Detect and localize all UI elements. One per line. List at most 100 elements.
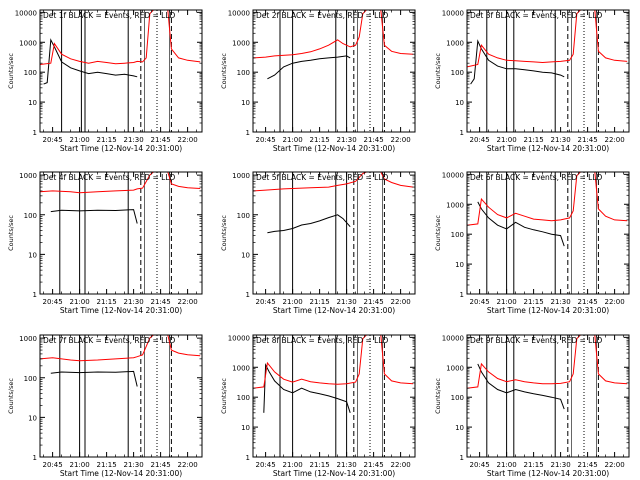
x-tick-label: 20:45 <box>43 136 63 144</box>
panel-det-2: 1 10 100 1000 10000 20:45 21:00 21:15 21:30 21:45… <box>220 9 416 153</box>
x-tick-label: 21:45 <box>578 136 598 144</box>
panel-det-3: 1 10 100 1000 10000 20:45 21:00 21:15 21:30 21:45… <box>434 9 630 153</box>
y-tick-label: 10000 <box>15 9 37 17</box>
x-tick-label: 20:45 <box>43 461 63 469</box>
x-tick-label: 22:00 <box>605 298 625 306</box>
series-events-line <box>43 38 138 85</box>
panel-title: Det 9f BLACK = Events, RED = LLD <box>470 336 603 345</box>
x-tick-label: 21:30 <box>551 298 571 306</box>
series-lld-line <box>252 334 414 389</box>
x-tick-label: 21:45 <box>151 461 171 469</box>
x-tick-label: 21:30 <box>124 461 144 469</box>
panel-title: Det 1f BLACK = Events, RED = LLD <box>43 11 176 20</box>
x-tick-label: 22:00 <box>178 298 198 306</box>
x-tick-label: 21:00 <box>497 298 517 306</box>
y-tick-label: 10 <box>455 99 464 107</box>
panel-title: Det 4f BLACK = Events, RED = LLD <box>43 173 176 182</box>
x-tick-label: 21:30 <box>337 461 357 469</box>
series-lld-line <box>39 171 201 194</box>
axes-frame <box>466 171 630 295</box>
y-tick-label: 1000 <box>19 39 37 47</box>
y-tick-label: 1000 <box>232 39 250 47</box>
axes-frame <box>252 171 416 295</box>
series-lld-line <box>466 171 628 226</box>
x-axis-label: Start Time (12-Nov-14 20:31:00) <box>273 144 395 153</box>
y-tick-label: 1 <box>246 129 250 137</box>
x-tick-label: 22:00 <box>178 461 198 469</box>
y-tick-label: 1 <box>33 129 37 137</box>
y-tick-label: 1000 <box>446 39 464 47</box>
y-tick-label: 1 <box>33 291 37 299</box>
x-tick-label: 21:00 <box>497 136 517 144</box>
x-tick-label: 20:45 <box>256 298 276 306</box>
x-tick-label: 22:00 <box>605 461 625 469</box>
series-lld-line <box>252 171 414 192</box>
y-axis-label: Counts/sec <box>434 378 442 414</box>
x-tick-label: 21:30 <box>124 136 144 144</box>
x-tick-label: 21:00 <box>70 461 90 469</box>
x-tick-label: 21:45 <box>151 298 171 306</box>
x-tick-label: 21:30 <box>551 136 571 144</box>
panel-det-7: 1 10 100 1000 20:45 21:00 21:15 21:30 21:45 22:00… <box>7 334 203 478</box>
x-axis-label: Start Time (12-Nov-14 20:31:00) <box>60 469 182 478</box>
panel-det-1: 1 10 100 1000 10000 20:45 21:00 21:15 21:30 21:45… <box>7 9 203 153</box>
y-axis-label: Counts/sec <box>7 53 15 89</box>
x-tick-label: 21:15 <box>97 298 117 306</box>
x-tick-label: 21:45 <box>364 461 384 469</box>
panel-title: Det 6f BLACK = Events, RED = LLD <box>470 173 603 182</box>
x-tick-label: 22:00 <box>605 136 625 144</box>
y-axis-label: Counts/sec <box>220 53 228 89</box>
x-tick-label: 21:45 <box>151 136 171 144</box>
x-tick-label: 21:45 <box>364 298 384 306</box>
x-tick-label: 20:45 <box>256 136 276 144</box>
panel-title: Det 8f BLACK = Events, RED = LLD <box>256 336 389 345</box>
y-tick-label: 100 <box>237 212 250 220</box>
y-axis-label: Counts/sec <box>220 215 228 251</box>
x-tick-label: 21:15 <box>310 298 330 306</box>
x-axis-label: Start Time (12-Nov-14 20:31:00) <box>487 469 609 478</box>
y-tick-label: 10 <box>241 424 250 432</box>
series-events-line <box>263 362 351 413</box>
axes-frame <box>466 9 630 133</box>
panel-title: Det 5f BLACK = Events, RED = LLD <box>256 173 389 182</box>
x-tick-label: 21:00 <box>70 298 90 306</box>
y-axis-label: Counts/sec <box>220 378 228 414</box>
y-axis-label: Counts/sec <box>7 378 15 414</box>
x-tick-label: 21:15 <box>97 461 117 469</box>
x-tick-label: 20:45 <box>256 461 276 469</box>
axes-frame <box>39 171 203 295</box>
series-lld-line <box>466 334 628 389</box>
y-tick-label: 1000 <box>232 172 250 180</box>
panel-title: Det 7f BLACK = Events, RED = LLD <box>43 336 176 345</box>
x-tick-label: 20:45 <box>470 298 490 306</box>
x-tick-label: 22:00 <box>391 461 411 469</box>
panel-det-4: 1 10 100 1000 20:45 21:00 21:15 21:30 21:45 22:00… <box>7 171 203 315</box>
x-tick-label: 21:30 <box>337 136 357 144</box>
series-events-line <box>267 214 351 234</box>
series-events-line <box>470 39 565 85</box>
x-axis-label: Start Time (12-Nov-14 20:31:00) <box>273 306 395 315</box>
y-tick-label: 10 <box>241 99 250 107</box>
x-tick-label: 22:00 <box>391 298 411 306</box>
y-tick-label: 100 <box>237 69 250 77</box>
x-tick-label: 20:45 <box>43 298 63 306</box>
y-tick-label: 10 <box>241 251 250 259</box>
y-axis-label: Counts/sec <box>434 215 442 251</box>
x-tick-label: 22:00 <box>391 136 411 144</box>
x-tick-label: 20:45 <box>470 461 490 469</box>
y-tick-label: 100 <box>24 212 37 220</box>
series-events-line <box>477 363 565 410</box>
x-axis-label: Start Time (12-Nov-14 20:31:00) <box>60 144 182 153</box>
y-tick-label: 100 <box>451 394 464 402</box>
y-tick-label: 10 <box>455 424 464 432</box>
x-tick-label: 22:00 <box>178 136 198 144</box>
x-tick-label: 21:00 <box>497 461 517 469</box>
x-tick-label: 21:00 <box>70 136 90 144</box>
y-tick-label: 1 <box>460 454 464 462</box>
y-tick-label: 1 <box>33 454 37 462</box>
x-axis-label: Start Time (12-Nov-14 20:31:00) <box>60 306 182 315</box>
x-axis-label: Start Time (12-Nov-14 20:31:00) <box>273 469 395 478</box>
y-axis-label: Counts/sec <box>434 53 442 89</box>
y-tick-label: 1 <box>246 454 250 462</box>
